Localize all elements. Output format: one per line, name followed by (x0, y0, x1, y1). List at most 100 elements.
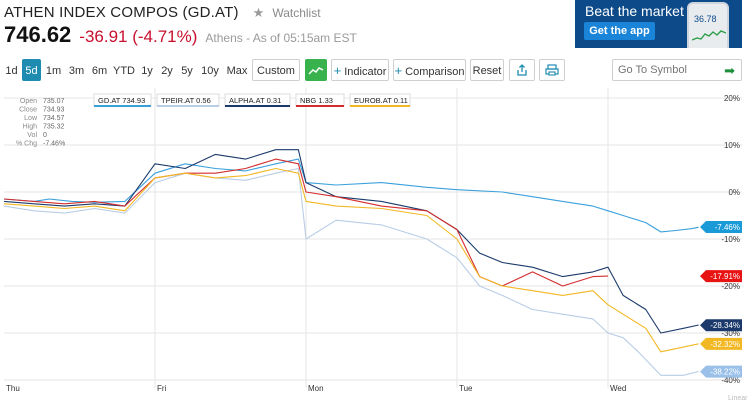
legend-swatch (225, 105, 290, 107)
ohlc-value: 735.07 (43, 98, 65, 105)
price: 746.62 (4, 22, 72, 47)
app-ad-banner[interactable]: Beat the market Get the app 36.78 (575, 0, 742, 48)
x-tick-label: Tue (459, 384, 473, 393)
legend-swatch (350, 105, 410, 107)
end-tag-bg (700, 270, 742, 283)
scale-label[interactable]: Linear (728, 395, 748, 402)
legend-swatch (94, 105, 151, 107)
y-tick-label: 10% (724, 141, 740, 150)
range-2y[interactable]: 2y (161, 65, 173, 77)
star-icon[interactable]: ★ (252, 4, 265, 20)
range-5y[interactable]: 5y (181, 65, 193, 77)
x-axis-labels: Thu Fri Mon Tue Wed (6, 384, 626, 393)
chart-legend: GD.AT 734.93 TPEIR.AT 0.56 ALPHA.AT 0.31 NB… (93, 93, 411, 107)
indicator-label: Indicator (344, 66, 387, 78)
index-name: ATHEN INDEX COMPOS (GD.AT) (4, 4, 239, 21)
ad-headline: Beat the market (585, 3, 684, 19)
ohlc-label: Open (20, 98, 37, 105)
y-tick-label: -40% (721, 376, 740, 385)
quote-title-row: ATHEN INDEX COMPOS (GD.AT) ★ Watchlist (4, 4, 321, 21)
chart-type-trend-icon[interactable] (305, 59, 327, 81)
phone-value: 36.78 (694, 14, 717, 24)
end-tag-bg (700, 365, 742, 378)
end-tag-bg (700, 337, 742, 350)
get-app-button[interactable]: Get the app (584, 22, 655, 40)
ohlc-label: Vol (27, 132, 37, 139)
comparison-chart[interactable]: 20% 10% 0% -10% -20% -30% -40% Thu Fri Mon Tue Wed… (0, 88, 755, 407)
legend-item[interactable]: EUROB.AT 0.11 (349, 93, 411, 107)
ohlc-value: 735.32 (43, 124, 65, 131)
print-icon[interactable] (539, 59, 565, 81)
y-tick-label: -30% (721, 329, 740, 338)
y-axis-labels: 20% 10% 0% -10% -20% -30% -40% (721, 94, 740, 385)
comparison-label: Comparison (405, 66, 465, 78)
ohlc-label: Low (24, 115, 38, 122)
legend-label: GD.AT 734.93 (98, 96, 145, 105)
y-tick-label: 0% (728, 188, 740, 197)
legend-label: TPEIR.AT 0.56 (161, 96, 211, 105)
ohlc-readout: Open 735.07 Close 734.93 Low 734.57 High 735.32… (16, 98, 65, 148)
x-tick-label: Thu (6, 384, 20, 393)
x-tick-label: Mon (308, 384, 324, 393)
end-tag-label: -28.34% (710, 321, 740, 330)
series-line-tpeir-at (3, 167, 699, 376)
mini-chart-icon (692, 30, 726, 41)
phone-illustration: 36.78 (687, 2, 729, 48)
range-1y[interactable]: 1y (141, 65, 153, 77)
legend-item[interactable]: ALPHA.AT 0.31 (224, 93, 291, 107)
range-10y[interactable]: 10y (201, 65, 219, 77)
series-line-nbg-at (3, 158, 609, 287)
x-tick-label: Fri (157, 384, 167, 393)
series-line-alpha-at (3, 149, 699, 334)
chevron-down-icon: ⌄ (271, 87, 281, 99)
end-tag-label: -32.32% (710, 340, 740, 349)
series-line-gd-at (3, 158, 699, 233)
end-tag-label: -38.22% (710, 368, 740, 377)
legend-item[interactable]: NBG 1.33 (295, 93, 345, 107)
watchlist-link[interactable]: Watchlist (272, 5, 321, 20)
ohlc-value: 0 (43, 132, 47, 139)
series-lines (3, 149, 699, 376)
plus-icon: + (394, 63, 403, 78)
legend-swatch (157, 105, 219, 107)
y-tick-label: 20% (724, 94, 740, 103)
indicator-button[interactable]: + Indicator (331, 59, 389, 81)
ohlc-label: % Chg (16, 141, 37, 148)
x-tick-label: Wed (610, 384, 626, 393)
y-tick-label: -20% (721, 282, 740, 291)
legend-label: EUROB.AT 0.11 (354, 96, 408, 105)
ohlc-value: -7.46% (43, 141, 65, 148)
series-end-tags: -7.46% -17.91% -28.34% -32.32% -38.22% (700, 221, 742, 378)
ohlc-value: 734.57 (43, 115, 65, 122)
legend-item[interactable]: TPEIR.AT 0.56 (156, 93, 220, 107)
series-line-eurob-at (3, 167, 699, 353)
share-icon[interactable] (509, 59, 535, 81)
range-max[interactable]: Max (226, 65, 248, 77)
end-tag-bg (700, 319, 742, 332)
symbol-search-input[interactable] (618, 60, 718, 80)
ohlc-value: 734.93 (43, 107, 65, 114)
end-tag-label: -7.46% (715, 223, 740, 232)
price-change: -36.91 (-4.71%) (79, 27, 198, 46)
reset-button[interactable]: Reset (470, 59, 504, 81)
ohlc-label: High (23, 124, 38, 131)
legend-item[interactable]: GD.AT 734.93 (93, 93, 152, 107)
comparison-button[interactable]: + Comparison (393, 59, 466, 81)
range-3m[interactable]: 3m (68, 65, 85, 77)
range-6m[interactable]: 6m (91, 65, 108, 77)
ohlc-label: Close (19, 107, 37, 114)
range-1d[interactable]: 1d (5, 65, 18, 77)
arrow-right-icon[interactable]: ➡ (724, 63, 735, 78)
y-tick-label: -10% (721, 235, 740, 244)
chart-toolbar: 1d 5d 1m 3m 6m YTD 1y 2y 5y 10y Max Cust… (0, 57, 755, 99)
end-tag-label: -17.91% (710, 272, 740, 281)
range-1m[interactable]: 1m (45, 65, 62, 77)
custom-label: Custom (257, 65, 295, 77)
legend-label: NBG 1.33 (300, 96, 333, 105)
end-tag-bg (700, 221, 742, 234)
chart-grid (4, 88, 742, 388)
custom-range-dropdown[interactable]: Custom ⌄ (252, 59, 300, 99)
range-5d[interactable]: 5d (22, 59, 41, 81)
range-ytd[interactable]: YTD (113, 65, 135, 77)
quote-price-row: 746.62 -36.91 (-4.71%) Athens - As of 05… (4, 22, 357, 48)
